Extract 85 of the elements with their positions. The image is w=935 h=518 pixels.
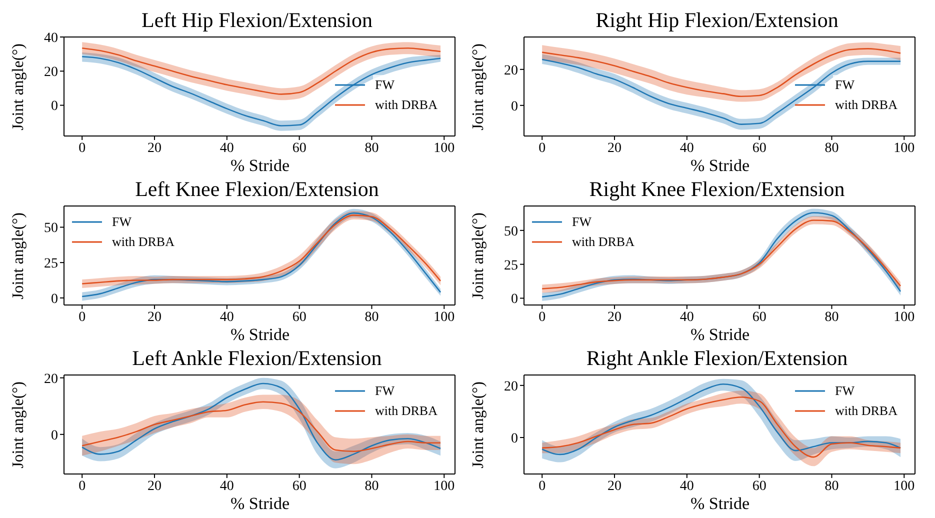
x-tick-label: 20 xyxy=(148,140,162,156)
line-series xyxy=(81,47,442,95)
x-tick-label: 20 xyxy=(148,478,162,494)
y-tick-label: 25 xyxy=(504,258,518,274)
x-tick-label: 40 xyxy=(220,310,234,325)
x-tick-label: 60 xyxy=(292,140,306,156)
x-axis-title: % Stride xyxy=(689,494,751,514)
x-tick-label: 80 xyxy=(824,478,839,494)
line-series xyxy=(81,401,442,452)
legend-label: FW xyxy=(570,212,594,232)
y-axis-title: Joint angle(°) xyxy=(10,381,28,468)
y-axis-title: Joint angle(°) xyxy=(470,212,488,299)
y-tick-label: 25 xyxy=(44,256,58,272)
legend-label: with DRBA xyxy=(570,232,636,252)
line-series xyxy=(541,396,902,458)
x-tick-label: 40 xyxy=(680,140,694,156)
legend-label: FW xyxy=(373,381,396,401)
x-tick-label: 0 xyxy=(78,478,86,494)
x-tick-label: 20 xyxy=(148,310,162,325)
x-tick-label: 100 xyxy=(434,140,455,156)
chart-title: Left Ankle Flexion/Extension xyxy=(131,346,383,370)
x-tick-label: 60 xyxy=(292,478,306,494)
x-tick-label: 0 xyxy=(538,140,546,156)
y-tick-label: 0 xyxy=(511,99,518,114)
x-tick-label: 80 xyxy=(364,140,379,156)
x-tick-label: 60 xyxy=(752,310,766,325)
x-tick-label: 60 xyxy=(292,310,306,325)
legend-label: with DRBA xyxy=(373,94,440,114)
y-tick-label: 20 xyxy=(44,372,58,387)
x-tick-label: 20 xyxy=(608,478,622,494)
legend-label: with DRBA xyxy=(833,94,900,114)
chart-title: Right Hip Flexion/Extension xyxy=(594,8,840,32)
x-tick-label: 100 xyxy=(434,478,455,494)
legend-label: with DRBA xyxy=(110,232,176,252)
y-tick-label: 0 xyxy=(511,431,518,446)
x-tick-label: 80 xyxy=(824,140,839,156)
y-tick-label: 0 xyxy=(51,428,58,444)
x-axis-title: % Stride xyxy=(229,494,291,514)
y-tick-label: 50 xyxy=(44,221,58,236)
chart-title: Right Knee Flexion/Extension xyxy=(588,177,846,201)
y-tick-label: 0 xyxy=(511,292,518,308)
legend-label: FW xyxy=(373,74,396,94)
x-tick-label: 100 xyxy=(434,310,455,325)
x-axis-title: % Stride xyxy=(689,156,751,176)
x-tick-label: 100 xyxy=(894,310,915,325)
legend-label: with DRBA xyxy=(833,401,900,421)
legend-label: FW xyxy=(833,381,856,401)
y-tick-label: 0 xyxy=(51,292,58,307)
x-tick-label: 80 xyxy=(364,478,379,494)
x-tick-label: 40 xyxy=(680,478,694,494)
y-axis-title: Joint angle(°) xyxy=(470,43,488,130)
legend-label: FW xyxy=(110,212,134,232)
line-series xyxy=(541,48,902,98)
x-axis-title: % Stride xyxy=(689,325,751,345)
y-tick-label: 0 xyxy=(51,99,58,114)
x-tick-label: 40 xyxy=(220,478,234,494)
legend-label: with DRBA xyxy=(373,401,440,421)
y-axis-title: Joint angle(°) xyxy=(10,212,28,299)
x-tick-label: 60 xyxy=(752,140,766,156)
y-tick-label: 40 xyxy=(44,30,58,46)
x-tick-label: 20 xyxy=(608,140,622,156)
y-tick-label: 20 xyxy=(504,63,518,78)
chart-title: Left Hip Flexion/Extension xyxy=(140,8,374,32)
x-tick-label: 100 xyxy=(894,478,915,494)
x-tick-label: 0 xyxy=(78,310,86,325)
x-tick-label: 20 xyxy=(608,310,622,325)
chart-title: Left Knee Flexion/Extension xyxy=(134,177,380,201)
y-axis-title: Joint angle(°) xyxy=(10,43,28,130)
y-tick-label: 20 xyxy=(44,65,58,80)
x-tick-label: 0 xyxy=(538,310,546,325)
x-tick-label: 80 xyxy=(364,310,379,325)
x-tick-label: 60 xyxy=(752,478,766,494)
x-axis-title: % Stride xyxy=(229,325,291,345)
y-axis-title: Joint angle(°) xyxy=(470,381,488,468)
legend-label: FW xyxy=(833,74,856,94)
x-tick-label: 0 xyxy=(78,140,86,156)
x-tick-label: 80 xyxy=(824,310,839,325)
x-axis-title: % Stride xyxy=(229,156,291,176)
x-tick-label: 40 xyxy=(680,310,694,325)
x-tick-label: 100 xyxy=(894,140,915,156)
y-tick-label: 50 xyxy=(504,224,518,240)
chart-title: Right Ankle Flexion/Extension xyxy=(585,346,849,370)
y-tick-label: 20 xyxy=(504,379,518,394)
x-tick-label: 40 xyxy=(220,140,234,156)
x-tick-label: 0 xyxy=(538,478,546,494)
